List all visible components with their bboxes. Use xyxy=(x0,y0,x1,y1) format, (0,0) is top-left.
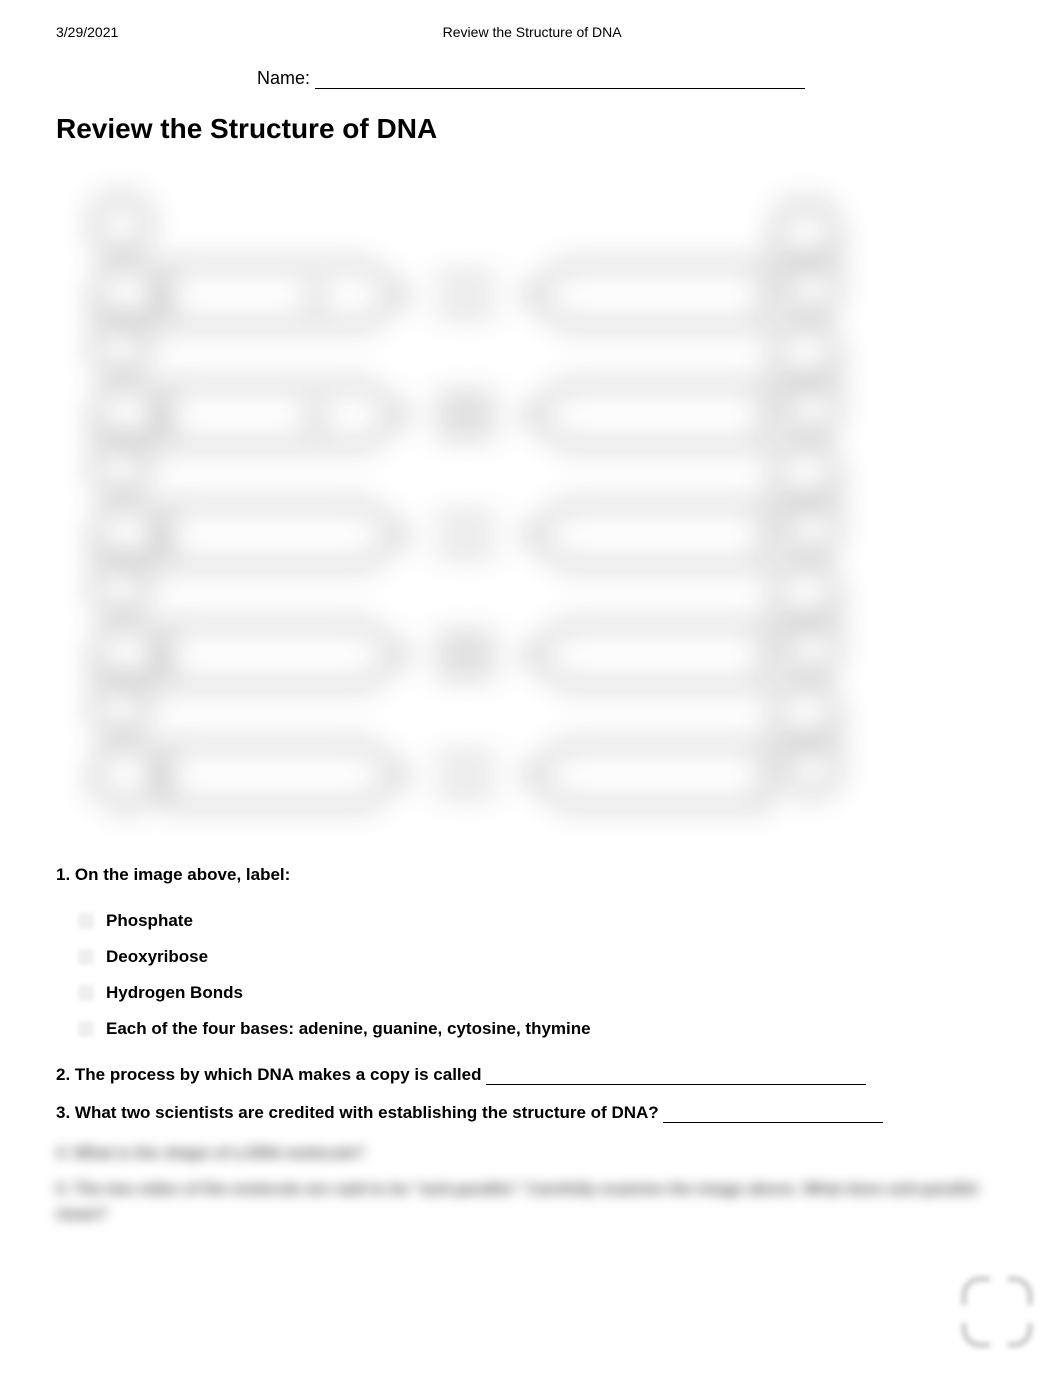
svg-text:A: A xyxy=(306,281,325,311)
name-field-row: Name: xyxy=(56,68,1006,89)
question-2: 2. The process by which DNA makes a copy… xyxy=(56,1065,1006,1085)
header-date: 3/29/2021 xyxy=(56,24,118,40)
q3-answer-line[interactable] xyxy=(663,1106,883,1123)
q2-text: 2. The process by which DNA makes a copy… xyxy=(56,1065,481,1084)
header-spacer xyxy=(946,24,1006,40)
dna-diagram: A G xyxy=(66,165,866,845)
header-title: Review the Structure of DNA xyxy=(443,24,622,40)
question-1-items: Phosphate Deoxyribose Hydrogen Bonds Eac… xyxy=(56,903,1006,1047)
svg-text:G: G xyxy=(306,401,326,431)
q1-item-hydrogen-bonds: Hydrogen Bonds xyxy=(56,975,1006,1011)
question-1: 1. On the image above, label: xyxy=(56,865,1006,885)
worksheet-page: 3/29/2021 Review the Structure of DNA Na… xyxy=(0,0,1062,1377)
question-4-blurred: 4. What is the shape of a DNA molecule? xyxy=(56,1141,1006,1167)
name-label: Name: xyxy=(257,68,310,88)
name-input-line[interactable] xyxy=(315,69,805,89)
question-3: 3. What two scientists are credited with… xyxy=(56,1103,1006,1123)
page-header: 3/29/2021 Review the Structure of DNA xyxy=(56,24,1006,40)
q1-item-phosphate: Phosphate xyxy=(56,903,1006,939)
corner-badge-icon xyxy=(962,1277,1032,1347)
q3-text: 3. What two scientists are credited with… xyxy=(56,1103,659,1122)
question-5-blurred: 5. The two sides of the molecule are sai… xyxy=(56,1177,1006,1228)
q1-item-deoxyribose: Deoxyribose xyxy=(56,939,1006,975)
page-title: Review the Structure of DNA xyxy=(56,113,1006,145)
q2-answer-line[interactable] xyxy=(486,1068,866,1085)
q1-item-bases: Each of the four bases: adenine, guanine… xyxy=(56,1011,1006,1047)
